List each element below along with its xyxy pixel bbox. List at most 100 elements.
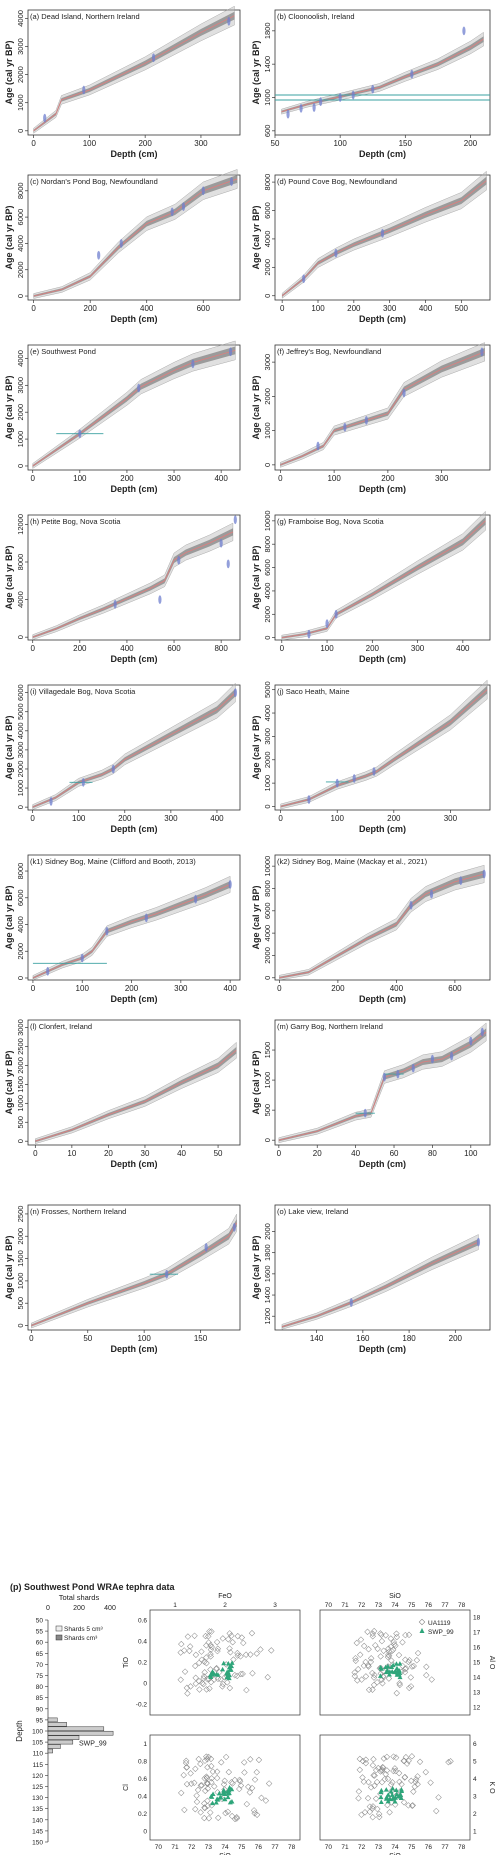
hist-bar [47, 1730, 114, 1736]
sample-point-ua1119 [407, 1674, 414, 1681]
plot-frame [274, 514, 491, 641]
hist-y-label: 125 [32, 1784, 43, 1791]
sample-point-ua1119 [351, 1672, 358, 1680]
sample-point-ua1119 [228, 1812, 236, 1820]
y-tick-label: 0 [16, 1139, 25, 1143]
sample-point-ua1119 [243, 1686, 250, 1694]
sample-point-swp99 [389, 1664, 395, 1670]
date-marker [229, 177, 234, 186]
date-marker [80, 953, 84, 963]
x-tick-label: 100 [333, 139, 347, 148]
sample-point-ua1119 [201, 1658, 208, 1665]
sample-point-swp99 [398, 1795, 404, 1801]
date-marker [194, 894, 198, 904]
top-tick-label: 71 [341, 1602, 349, 1609]
bottom-tick-label: 74 [391, 1844, 399, 1851]
sample-point-ua1119 [211, 1783, 218, 1790]
sample-point-ua1119 [357, 1651, 364, 1658]
sample-point-ua1119 [214, 1675, 222, 1683]
tephra-panel: (p) Southwest Pond WRAe tephra dataTotal… [10, 1582, 495, 1855]
sample-point-ua1119 [362, 1658, 369, 1666]
hist-peak-label: SWP_99 [79, 1741, 107, 1748]
hist-bar [47, 1739, 74, 1745]
plot-frame [27, 854, 241, 981]
sample-point-ua1119 [358, 1811, 365, 1818]
sample-point-ua1119 [373, 1778, 381, 1786]
y-axis-label: Age (cal yr BP) [4, 1235, 14, 1299]
sample-point-ua1119 [229, 1639, 236, 1646]
sample-point-ua1119 [405, 1658, 412, 1666]
sample-point-swp99 [228, 1663, 234, 1668]
sample-point-ua1119 [178, 1640, 185, 1648]
model-core-band [279, 870, 485, 979]
y-tick-label: 2000 [16, 943, 25, 960]
sample-point-ua1119 [233, 1814, 240, 1821]
sample-point-swp99 [213, 1799, 219, 1805]
x-tick-label: 0 [278, 814, 283, 823]
sample-point-ua1119 [204, 1785, 212, 1792]
y-tick-label: 1000 [263, 422, 272, 439]
sample-point-swp99 [394, 1791, 400, 1797]
bottom-tick-label: 72 [188, 1844, 196, 1851]
hist-bar [47, 1748, 53, 1754]
sample-point-ua1119 [365, 1778, 372, 1786]
y-tick-label: 0 [16, 464, 25, 468]
sample-point-ua1119 [390, 1638, 397, 1646]
x-tick-label: 100 [464, 1149, 478, 1158]
sample-point-swp99 [387, 1669, 393, 1674]
y-tick-label: 12000 [16, 514, 25, 535]
sample-point-ua1119 [218, 1759, 225, 1766]
sample-point-ua1119 [225, 1768, 232, 1776]
model-mean-line [280, 351, 485, 466]
sample-point-ua1119 [204, 1675, 211, 1683]
chart-panel-d: 0 100 200 300 400 500 0 2000 4000 6000 8000 (d) Pou… [251, 170, 491, 324]
x-tick-label: 100 [311, 304, 325, 313]
date-marker [151, 53, 156, 63]
y-tick-label: 1000 [263, 1072, 272, 1089]
legend-swatch-swp99 [419, 1628, 425, 1633]
sample-point-ua1119 [247, 1756, 254, 1763]
plot-frame [27, 514, 241, 641]
date-marker [113, 599, 117, 609]
sample-point-swp99 [390, 1786, 396, 1791]
sample-point-ua1119 [409, 1802, 416, 1809]
model-core-band [33, 175, 238, 298]
y-axis-label: Age (cal yr BP) [4, 545, 14, 609]
sample-point-swp99 [210, 1800, 216, 1806]
left-axis-label: Cl [123, 1784, 130, 1791]
y-tick-label: 8000 [16, 863, 25, 880]
y-tick-label: 5000 [16, 703, 25, 720]
sample-point-ua1119 [213, 1768, 221, 1775]
date-marker [228, 347, 233, 357]
sample-point-ua1119 [195, 1755, 202, 1763]
sample-point-ua1119 [414, 1773, 421, 1780]
sample-point-ua1119 [391, 1765, 399, 1772]
sample-point-ua1119 [200, 1673, 208, 1680]
date-marker [181, 202, 186, 211]
sample-point-swp99 [383, 1664, 389, 1670]
date-marker [480, 1027, 484, 1037]
sample-point-ua1119 [214, 1647, 221, 1655]
hist-y-label: 60 [36, 1640, 44, 1647]
sample-point-ua1119 [228, 1632, 235, 1639]
x-tick-label: 200 [138, 139, 152, 148]
sample-point-ua1119 [207, 1641, 214, 1649]
x-tick-label: 150 [399, 139, 413, 148]
sample-point-ua1119 [390, 1767, 397, 1775]
chart-title: (b) Cloonoolish, Ireland [277, 12, 355, 21]
sample-point-ua1119 [372, 1642, 379, 1649]
sample-point-ua1119 [186, 1643, 194, 1650]
sample-point-ua1119 [369, 1803, 377, 1810]
sample-point-ua1119 [372, 1795, 380, 1802]
sample-point-ua1119 [204, 1756, 211, 1763]
bottom-tick-label: 72 [358, 1844, 366, 1851]
date-marker [307, 629, 311, 639]
hist-y-label: 75 [36, 1673, 44, 1680]
sample-point-ua1119 [224, 1679, 231, 1686]
sample-point-ua1119 [374, 1805, 381, 1813]
chart-title: (l) Clonfert, Ireland [30, 1022, 92, 1031]
sample-point-ua1119 [248, 1784, 256, 1792]
sample-point-ua1119 [198, 1782, 205, 1789]
